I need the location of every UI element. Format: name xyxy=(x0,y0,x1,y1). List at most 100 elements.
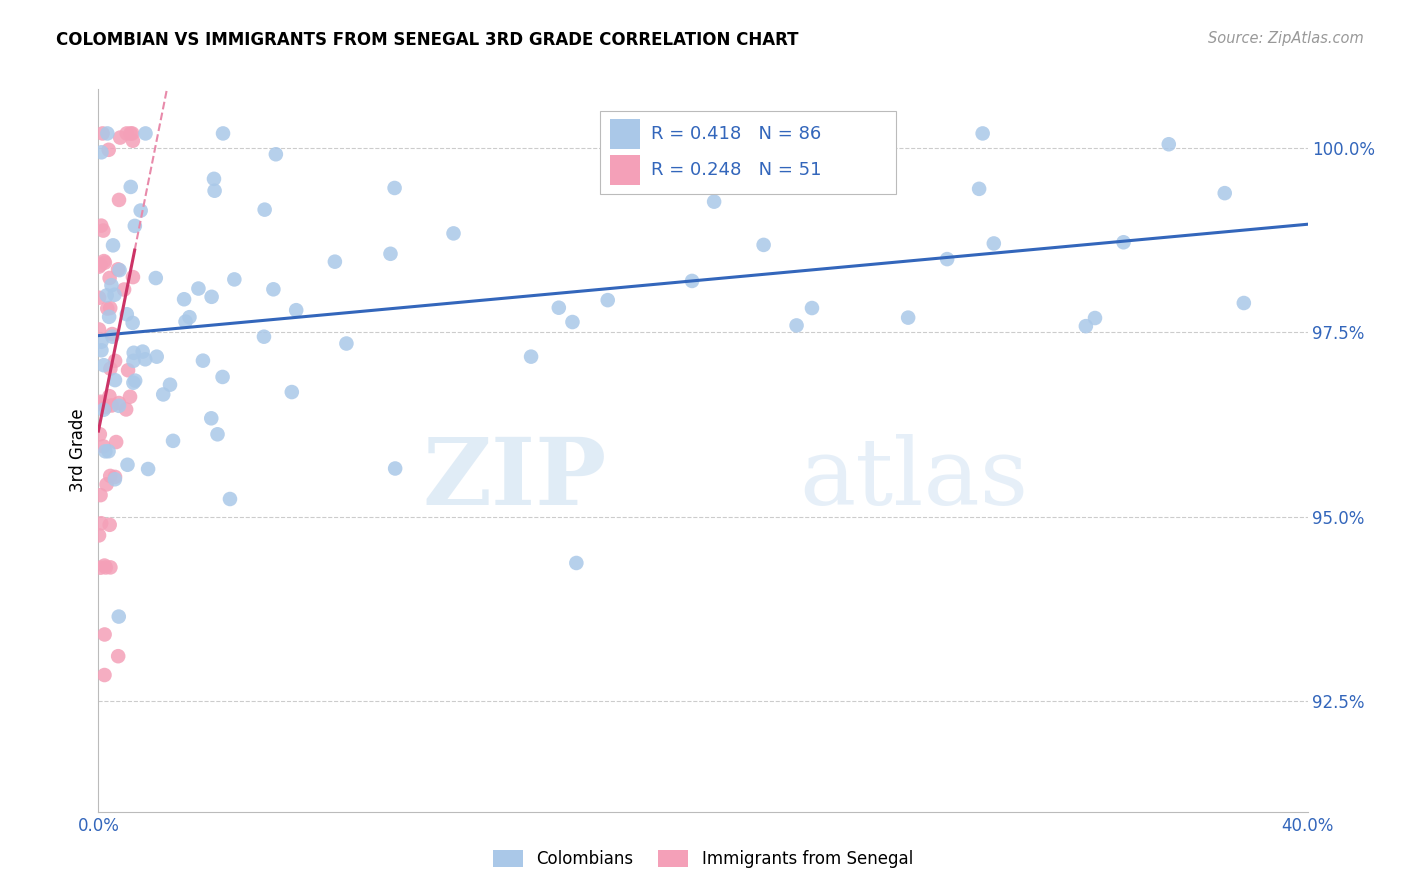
Point xyxy=(101,329,124,343)
Point xyxy=(134,127,156,141)
Point xyxy=(122,353,145,368)
Point xyxy=(200,411,222,425)
Point xyxy=(179,310,201,325)
Point xyxy=(122,270,145,285)
Point xyxy=(87,322,110,336)
Point xyxy=(786,318,808,333)
Point xyxy=(134,352,156,367)
Point xyxy=(443,227,465,241)
Point xyxy=(122,345,145,359)
Point xyxy=(96,127,118,141)
Point xyxy=(96,301,118,316)
Point xyxy=(104,373,127,387)
Point xyxy=(101,327,124,342)
Point xyxy=(115,127,138,141)
Point xyxy=(93,439,115,453)
Point xyxy=(103,287,125,301)
FancyBboxPatch shape xyxy=(610,155,640,186)
Point xyxy=(219,491,242,506)
Point xyxy=(104,354,127,368)
Point xyxy=(207,427,229,442)
Point xyxy=(101,238,124,252)
Point xyxy=(107,609,129,624)
Point xyxy=(152,387,174,401)
Point xyxy=(98,310,121,324)
Point xyxy=(122,376,145,390)
Point xyxy=(90,560,112,574)
Point xyxy=(94,444,117,458)
Point xyxy=(94,560,117,574)
Point xyxy=(98,271,121,285)
Point xyxy=(131,344,153,359)
Point xyxy=(159,377,181,392)
Point xyxy=(124,219,146,233)
Point xyxy=(384,461,406,475)
Point xyxy=(1112,235,1135,250)
Point xyxy=(108,263,131,277)
Point xyxy=(94,400,117,414)
Text: R = 0.418   N = 86: R = 0.418 N = 86 xyxy=(651,125,821,143)
Point xyxy=(121,316,143,330)
Point xyxy=(212,127,235,141)
Point xyxy=(96,288,118,302)
Point xyxy=(91,127,114,141)
Point xyxy=(97,444,120,458)
Point xyxy=(384,181,406,195)
Point xyxy=(118,390,141,404)
Point xyxy=(93,254,115,268)
Legend: Colombians, Immigrants from Senegal: Colombians, Immigrants from Senegal xyxy=(486,843,920,875)
Point xyxy=(93,627,115,641)
Point xyxy=(93,668,115,682)
Point xyxy=(117,458,139,472)
Point xyxy=(1084,311,1107,326)
Point xyxy=(211,370,233,384)
Point xyxy=(100,278,122,293)
Point xyxy=(187,281,209,295)
Point xyxy=(547,301,569,315)
Point xyxy=(107,262,129,277)
Point xyxy=(191,353,214,368)
Point xyxy=(972,127,994,141)
Point xyxy=(121,127,143,141)
Point xyxy=(117,363,139,377)
FancyBboxPatch shape xyxy=(600,111,897,194)
Point xyxy=(108,396,131,410)
Point xyxy=(204,184,226,198)
Point xyxy=(967,182,990,196)
Point xyxy=(983,236,1005,251)
Point xyxy=(224,272,246,286)
Point xyxy=(145,271,167,285)
Text: COLOMBIAN VS IMMIGRANTS FROM SENEGAL 3RD GRADE CORRELATION CHART: COLOMBIAN VS IMMIGRANTS FROM SENEGAL 3RD… xyxy=(56,31,799,49)
Point xyxy=(90,145,112,160)
Point xyxy=(136,462,159,476)
Point xyxy=(936,252,959,266)
Point xyxy=(87,260,110,274)
Point xyxy=(108,193,131,207)
Point xyxy=(703,194,725,209)
Point xyxy=(122,134,145,148)
Point xyxy=(752,238,775,252)
Point xyxy=(124,374,146,388)
Point xyxy=(104,472,127,486)
Text: R = 0.248   N = 51: R = 0.248 N = 51 xyxy=(651,161,821,179)
Point xyxy=(90,394,112,409)
Point xyxy=(108,399,131,413)
Point xyxy=(281,385,304,400)
Point xyxy=(94,255,117,269)
Point xyxy=(90,516,112,531)
Point xyxy=(1233,296,1256,310)
Point xyxy=(107,649,129,664)
Point xyxy=(98,389,121,403)
Point xyxy=(115,307,138,321)
Point xyxy=(96,477,118,491)
Point xyxy=(202,172,225,186)
Point xyxy=(112,283,135,297)
Point xyxy=(162,434,184,448)
Point xyxy=(897,310,920,325)
Point xyxy=(801,301,824,315)
Point xyxy=(105,435,128,450)
Point xyxy=(1213,186,1236,201)
Point xyxy=(174,315,197,329)
Point xyxy=(561,315,583,329)
Point xyxy=(173,292,195,306)
